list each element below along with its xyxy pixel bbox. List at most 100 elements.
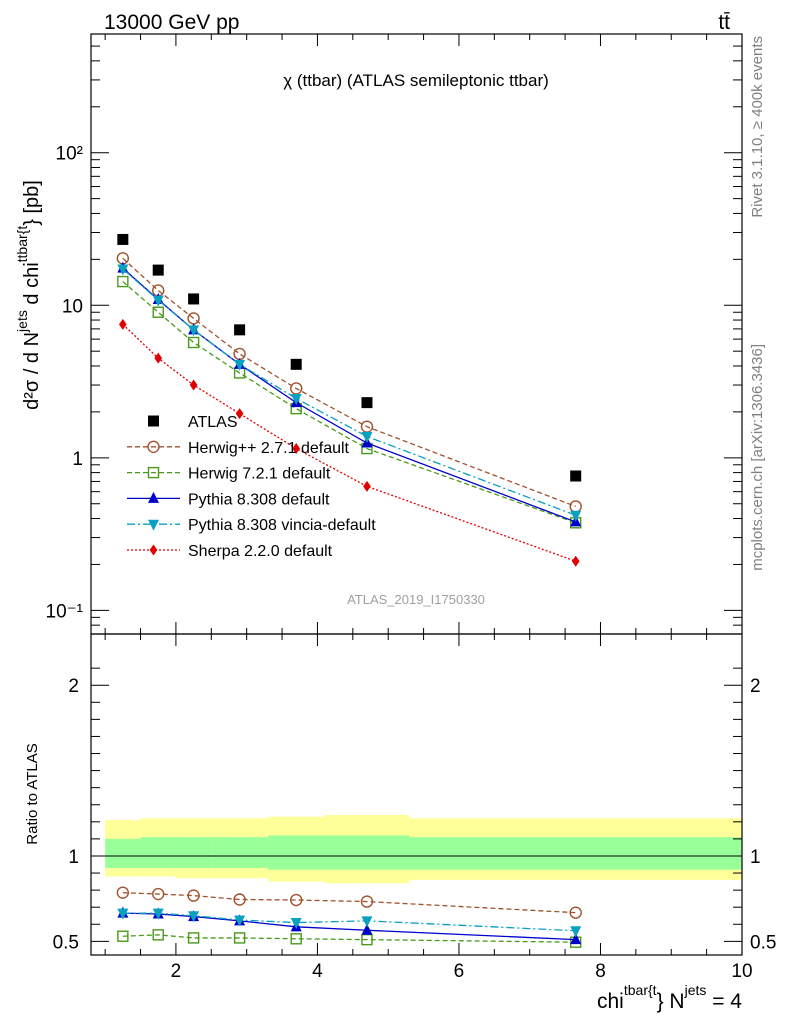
- ratio-y-axis-title: Ratio to ATLAS: [24, 743, 41, 844]
- main-plot-frame: 10⁻¹ 1 10 10²: [46, 33, 743, 635]
- legend-entry: Sherpa 2.2.0 default: [127, 543, 333, 560]
- ratio-y-tick-label: 0.5: [53, 932, 79, 953]
- data-point: [117, 233, 129, 245]
- y-tick-label: 10⁻¹: [46, 601, 84, 622]
- ratio-data-point: [117, 930, 129, 942]
- legend-marker: [147, 440, 160, 453]
- ratio-data-point: [290, 918, 302, 930]
- uncertainty-band-inner: [409, 837, 742, 870]
- legend: ATLAS Herwig++ 2.7.1 default Herwig 7.2.1 …: [127, 414, 376, 560]
- data-point: [118, 318, 127, 330]
- x-tick-label: 8: [595, 961, 606, 982]
- data-point: [233, 347, 246, 361]
- ratio-series-herwig-7-2-1-default: [117, 929, 582, 948]
- legend-label: Sherpa 2.2.0 default: [188, 543, 333, 560]
- data-point: [290, 382, 303, 395]
- y-axis-title: d²σ / d Njets d chittbar{t} [pb]: [14, 180, 43, 410]
- legend-label: Pythia 8.308 vincia-default: [188, 517, 376, 534]
- data-point: [154, 352, 163, 364]
- ratio-data-point: [233, 932, 246, 944]
- legend-marker: [149, 544, 158, 556]
- data-point: [234, 359, 246, 371]
- data-point: [152, 295, 164, 307]
- ratio-data-point: [361, 923, 373, 935]
- ratio-data-point: [152, 929, 164, 941]
- ratio-data-point: [361, 916, 373, 928]
- series-line: [122, 257, 576, 508]
- data-point: [570, 470, 582, 482]
- data-point: [187, 336, 200, 349]
- ratio-data-point: [290, 893, 303, 907]
- ratio-y-tick-label: 2: [68, 676, 79, 697]
- series-line: [122, 267, 576, 523]
- x-tick-label: 4: [312, 961, 323, 982]
- ratio-y-tick-label-right: 1: [750, 847, 761, 868]
- uncertainty-band-inner: [105, 838, 141, 868]
- legend-entry: Herwig++ 2.7.1 default: [127, 440, 350, 457]
- main-series-layer: [116, 233, 582, 567]
- data-point: [188, 325, 200, 337]
- legend-entry: Pythia 8.308 vincia-default: [127, 517, 376, 534]
- data-point: [361, 397, 373, 409]
- data-point: [234, 324, 246, 336]
- ratio-data-point: [152, 908, 164, 920]
- y-tick-label: 1: [72, 449, 83, 470]
- x-tick-label: 2: [171, 961, 182, 982]
- ratio-data-point: [187, 889, 200, 902]
- data-point: [361, 431, 373, 443]
- data-point: [570, 510, 582, 522]
- x-axis-title: chitbar{t} Njets = 4: [597, 982, 742, 1013]
- x-tick-label: 10: [731, 961, 752, 982]
- uncertainty-band-inner: [211, 837, 268, 868]
- series-atlas: [117, 233, 582, 482]
- plot-frame: [90, 633, 743, 956]
- energy-label: 13000 GeV pp: [104, 11, 239, 34]
- ratio-data-point: [117, 908, 129, 920]
- uncertainty-band-inner: [324, 835, 410, 870]
- ratio-data-point: [569, 906, 582, 919]
- data-point: [290, 358, 302, 370]
- data-point: [292, 443, 301, 455]
- data-point: [363, 480, 371, 492]
- ratio-plot-frame: 2 4 6 8 10 0.5 0.5 1 1 2 2: [53, 633, 776, 982]
- ratio-data-point: [233, 893, 246, 906]
- legend-entry: Herwig 7.2.1 default: [127, 466, 331, 483]
- legend-marker: [148, 415, 159, 427]
- y-axis-title-text: d²σ / d Njets d chittbar{t} [pb]: [14, 180, 43, 410]
- legend-marker: [148, 491, 159, 503]
- ratio-data-point: [570, 933, 582, 945]
- series-pythia-8-308-default: [117, 261, 582, 527]
- legend-entry: Pythia 8.308 default: [127, 491, 330, 508]
- series-herwig-7-2-1-default: [117, 275, 582, 529]
- legend-entry: ATLAS: [148, 414, 238, 431]
- ratio-y-tick-label-right: 0.5: [750, 932, 776, 953]
- data-point: [117, 264, 129, 276]
- data-point: [152, 264, 164, 276]
- series-herwig-2-7-1-default: [116, 252, 582, 513]
- series-sherpa-2-2-0-default: [118, 318, 580, 567]
- y-tick-label: 10: [62, 296, 83, 317]
- ratio-y-tick-label: 1: [68, 847, 79, 868]
- legend-label: Herwig++ 2.7.1 default: [188, 440, 350, 457]
- data-point: [188, 293, 200, 305]
- series-line: [122, 281, 576, 524]
- uncertainty-band-inner: [267, 835, 325, 870]
- ratio-series-line: [122, 934, 576, 943]
- ratio-data-point: [152, 887, 165, 901]
- ratio-series-pythia-8-308-vincia-default: [117, 908, 582, 938]
- legend-label: Herwig 7.2.1 default: [188, 466, 331, 483]
- data-point: [152, 306, 164, 318]
- y-tick-label: 10²: [56, 144, 83, 165]
- process-label: tt̄: [718, 11, 730, 34]
- data-point: [290, 393, 302, 405]
- ratio-series-herwig-2-7-1-default: [116, 886, 582, 919]
- data-point: [117, 275, 129, 288]
- ratio-data-point: [570, 926, 582, 938]
- ratio-series-layer: [116, 886, 582, 948]
- ratio-data-point: [187, 932, 200, 944]
- ratio-data-point: [360, 895, 374, 908]
- ratio-data-point: [290, 933, 302, 945]
- ratio-series-line: [122, 892, 576, 914]
